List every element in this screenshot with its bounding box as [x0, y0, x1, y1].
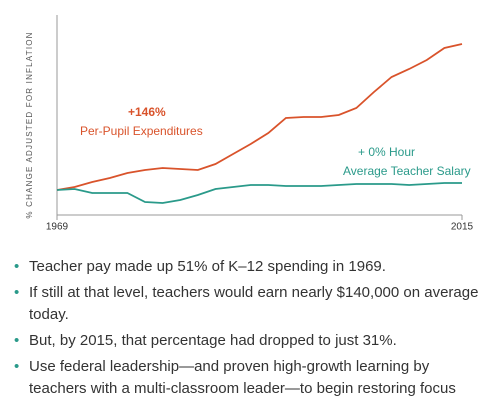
series-label: Average Teacher Salary	[343, 164, 471, 178]
series-line	[56, 43, 463, 191]
bullet: Teacher pay made up 51% of K–12 spending…	[14, 256, 484, 278]
series-label: Per-Pupil Expenditures	[80, 124, 203, 138]
chart: % CHANGE ADJUSTED FOR INFLATION +146% Pe…	[25, 15, 474, 233]
bullet: But, by 2015, that percentage had droppe…	[14, 330, 484, 352]
series-line	[56, 182, 462, 204]
annotation: +146%	[128, 105, 166, 119]
x-tick-label: 1969	[46, 222, 69, 233]
x-tick-label: 2015	[451, 222, 474, 233]
annotation: + 0% Hour	[358, 145, 415, 159]
y-axis-label: % CHANGE ADJUSTED FOR INFLATION	[25, 31, 34, 218]
bullet: Use federal leadership—and proven high-g…	[14, 356, 484, 400]
bullet-list: Teacher pay made up 51% of K–12 spending…	[14, 256, 484, 404]
bullet: If still at that level, teachers would e…	[14, 282, 484, 326]
